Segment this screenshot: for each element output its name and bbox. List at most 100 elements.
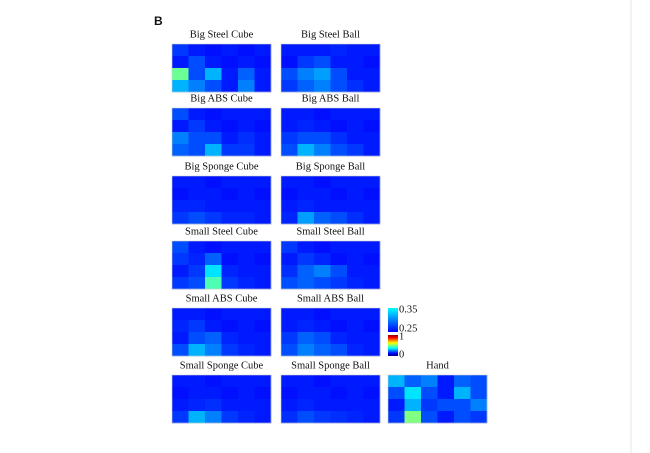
heatmap-cell: [314, 144, 331, 157]
heatmap-cell: [221, 332, 239, 345]
heatmap-cell: [254, 375, 272, 388]
heatmap-cell: [254, 200, 272, 213]
heatmap-cell: [281, 253, 298, 266]
heatmap-cell: [172, 120, 189, 133]
heatmap-cell: [281, 411, 298, 424]
heatmap-cell: [470, 399, 488, 412]
panel-frame: [387, 374, 488, 424]
heatmap-cell: [347, 375, 364, 388]
heatmap-cell: [347, 144, 364, 157]
colorbar-tick-label: 1: [399, 331, 404, 342]
heatmap-cell: [221, 253, 239, 266]
heatmap-cell: [281, 241, 298, 254]
heatmap-cell: [363, 277, 381, 290]
heatmap-cell: [205, 332, 222, 345]
heatmap-cell: [388, 387, 405, 400]
heatmap-cell: [188, 188, 206, 201]
heatmap-cell: [281, 265, 298, 278]
heatmap-cell: [347, 188, 364, 201]
panel-frame: [171, 107, 272, 157]
panel-title: Big Steel Cube: [190, 29, 254, 40]
heatmap-cell: [205, 308, 222, 321]
heatmap-cell: [238, 144, 255, 157]
heatmap-cell: [297, 387, 315, 400]
panel-frame: [280, 374, 381, 424]
heatmap-cell: [172, 411, 189, 424]
panel-frame: [280, 43, 381, 93]
heatmap-cell: [254, 399, 272, 412]
heatmap-cell: [363, 176, 381, 189]
heatmap-cell: [188, 277, 206, 290]
heatmap-cell: [221, 80, 239, 93]
heatmap-cell: [238, 265, 255, 278]
heatmap-cell: [188, 144, 206, 157]
heatmap-cell: [172, 277, 189, 290]
heatmap-cell: [205, 411, 222, 424]
panel-title: Small Steel Ball: [296, 226, 364, 237]
heatmap-cell: [281, 68, 298, 81]
heatmap-cell: [347, 68, 364, 81]
heatmap-cell: [188, 375, 206, 388]
heatmap-cell: [221, 144, 239, 157]
heatmap-cell: [330, 387, 348, 400]
heatmap-cell: [330, 188, 348, 201]
heatmap-cell: [205, 144, 222, 157]
heatmap-cell: [314, 277, 331, 290]
heatmap-cell: [188, 399, 206, 412]
colorbar-tick-label: 0: [399, 349, 404, 360]
heatmap-cell: [221, 176, 239, 189]
heatmap-cell: [188, 241, 206, 254]
panel-title: Big Steel Ball: [301, 29, 360, 40]
heatmap-cell: [281, 308, 298, 321]
heatmap-cell: [314, 132, 331, 145]
heatmap-cell: [363, 212, 381, 225]
heatmap-cell: [347, 332, 364, 345]
heatmap-cell: [238, 308, 255, 321]
heatmap-cell: [297, 132, 315, 145]
heatmap-cell: [363, 387, 381, 400]
heatmap-cell: [314, 399, 331, 412]
heatmap-cell: [205, 200, 222, 213]
heatmap-cell: [363, 265, 381, 278]
heatmap-cell: [254, 387, 272, 400]
heatmap-cell: [330, 108, 348, 121]
heatmap-cell: [238, 120, 255, 133]
heatmap-cell: [254, 120, 272, 133]
heatmap-cell: [314, 265, 331, 278]
heatmap-cell: [347, 56, 364, 69]
heatmap-cell: [221, 132, 239, 145]
heatmap-cell: [172, 200, 189, 213]
heatmap-cell: [238, 332, 255, 345]
panel-title: Small ABS Cube: [186, 293, 258, 304]
heatmap-cell: [254, 80, 272, 93]
heatmap-cell: [221, 212, 239, 225]
panel-title: Small Sponge Cube: [180, 360, 264, 371]
heatmap-cell: [281, 200, 298, 213]
heatmap-cell: [330, 344, 348, 357]
heatmap-cell: [238, 241, 255, 254]
heatmap-cell: [330, 120, 348, 133]
heatmap-cell: [188, 253, 206, 266]
heatmap-cell: [188, 108, 206, 121]
heatmap-cell: [254, 188, 272, 201]
heatmap-cell: [330, 176, 348, 189]
colorbar-lower: [388, 335, 398, 356]
heatmap-cell: [330, 56, 348, 69]
heatmap-cell: [221, 387, 239, 400]
heatmap-cell: [314, 68, 331, 81]
heatmap-cell: [297, 399, 315, 412]
heatmap-cell: [238, 212, 255, 225]
heatmap-cell: [281, 332, 298, 345]
heatmap-cell: [238, 56, 255, 69]
heatmap-cell: [330, 212, 348, 225]
heatmap-cell: [221, 241, 239, 254]
heatmap-cell: [347, 44, 364, 57]
heatmap-cell: [205, 120, 222, 133]
heatmap-cell: [254, 108, 272, 121]
heatmap-cell: [281, 387, 298, 400]
heatmap-cell: [297, 265, 315, 278]
heatmap-cell: [421, 399, 438, 412]
heatmap-cell: [221, 277, 239, 290]
heatmap-cell: [281, 188, 298, 201]
heatmap-cell: [347, 120, 364, 133]
